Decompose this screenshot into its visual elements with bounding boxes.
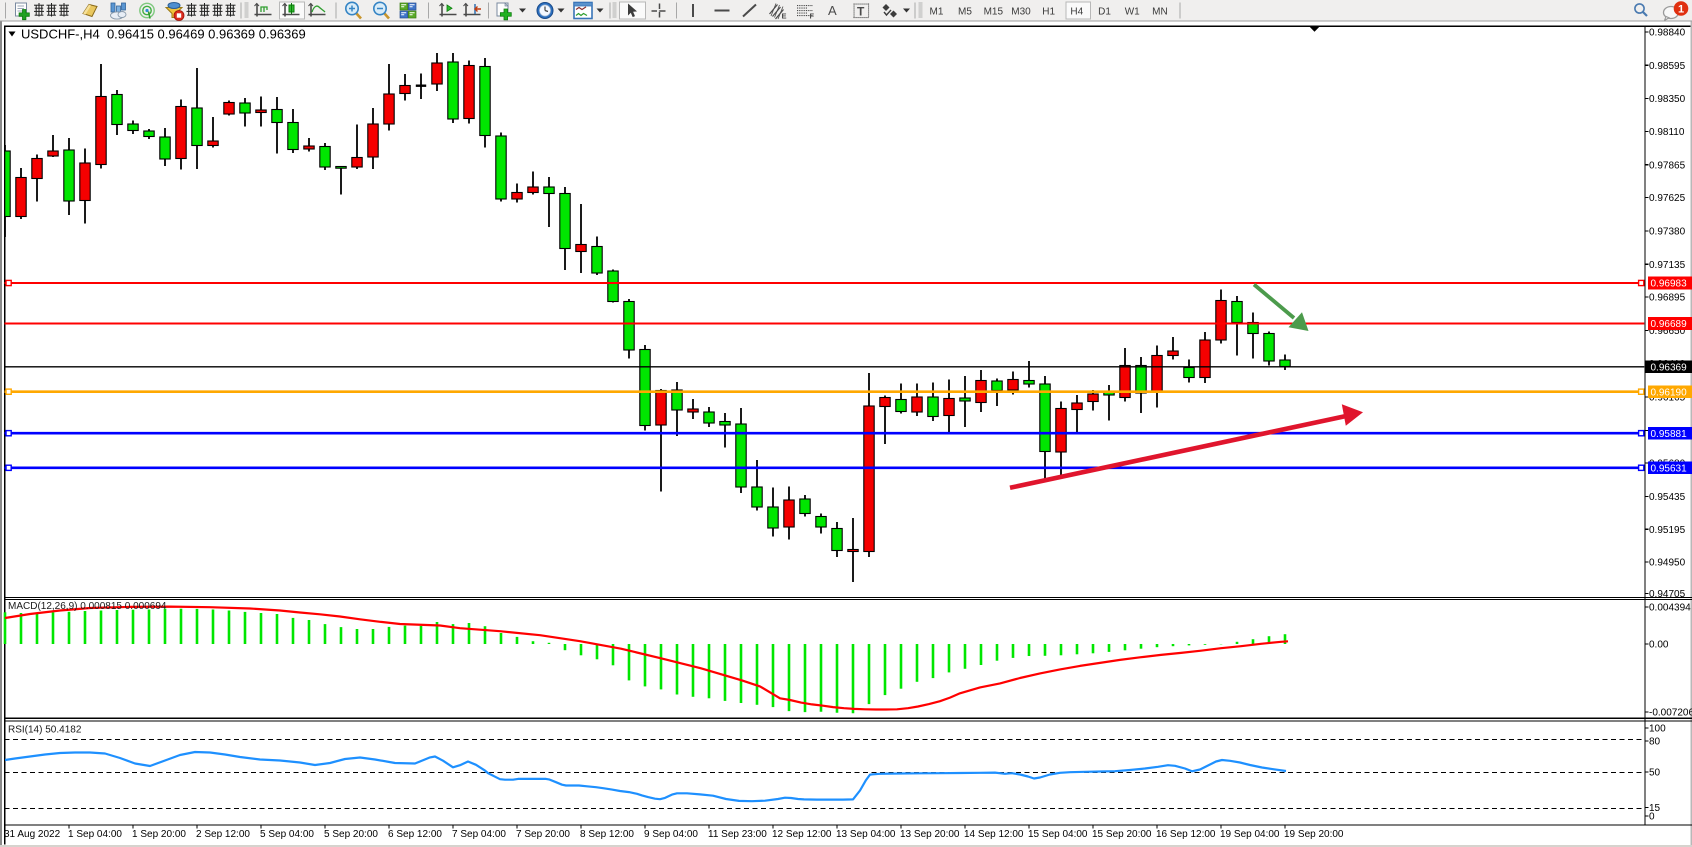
svg-text:12 Sep 12:00: 12 Sep 12:00 [772,829,832,840]
svg-text:8 Sep 12:00: 8 Sep 12:00 [580,829,634,840]
svg-text:0.96190: 0.96190 [1651,387,1688,398]
svg-text:0: 0 [1649,812,1655,823]
svg-text:0.96369: 0.96369 [1651,362,1688,373]
svg-text:6 Sep 12:00: 6 Sep 12:00 [388,829,442,840]
svg-text:H1: H1 [1042,7,1055,18]
svg-text:13 Sep 20:00: 13 Sep 20:00 [900,829,960,840]
svg-text:0.95435: 0.95435 [1649,492,1686,503]
svg-text:15 Sep 20:00: 15 Sep 20:00 [1092,829,1152,840]
svg-text:0.98110: 0.98110 [1649,127,1685,138]
svg-text:0.94950: 0.94950 [1649,558,1686,569]
svg-text:0.96983: 0.96983 [1651,279,1688,290]
svg-text:2 Sep 12:00: 2 Sep 12:00 [196,829,250,840]
svg-text:0.96895: 0.96895 [1649,293,1686,304]
svg-text:M15: M15 [984,7,1004,18]
svg-text:0.97380: 0.97380 [1649,226,1686,237]
svg-text:1: 1 [1678,4,1684,16]
svg-text:M5: M5 [958,7,972,18]
svg-text:16 Sep 12:00: 16 Sep 12:00 [1156,829,1216,840]
svg-text:D1: D1 [1098,7,1111,18]
svg-text:0.98350: 0.98350 [1649,94,1686,105]
svg-text:0.00: 0.00 [1649,640,1669,651]
svg-text:M1: M1 [930,7,944,18]
svg-text:50: 50 [1649,768,1661,779]
svg-text:15 Sep 04:00: 15 Sep 04:00 [1028,829,1088,840]
svg-text:100: 100 [1649,724,1666,735]
svg-text:MN: MN [1152,7,1168,18]
svg-text:H4: H4 [1070,7,1083,18]
svg-text:RSI(14) 50.4182: RSI(14) 50.4182 [8,725,82,736]
svg-text:0.96689: 0.96689 [1651,319,1688,330]
svg-text:MACD(12,26,9) 0.000815 0.00069: MACD(12,26,9) 0.000815 0.000694 [8,601,167,612]
svg-text:E: E [782,12,787,21]
svg-text:0.98595: 0.98595 [1649,61,1686,72]
svg-text:F: F [810,12,815,21]
svg-text:W1: W1 [1125,7,1140,18]
svg-text:19 Sep 20:00: 19 Sep 20:00 [1284,829,1344,840]
svg-text:0.97865: 0.97865 [1649,160,1686,171]
svg-text:0.97625: 0.97625 [1649,193,1686,204]
svg-text:0.004394: 0.004394 [1649,603,1691,614]
svg-text:1 Sep 20:00: 1 Sep 20:00 [132,829,186,840]
svg-text:-0.007206: -0.007206 [1649,708,1692,719]
svg-text:9 Sep 04:00: 9 Sep 04:00 [644,829,698,840]
svg-text:7 Sep 04:00: 7 Sep 04:00 [452,829,506,840]
svg-text:0.96165: 0.96165 [1649,393,1686,404]
svg-text:0.95195: 0.95195 [1649,525,1686,536]
svg-text:5 Sep 04:00: 5 Sep 04:00 [260,829,314,840]
svg-text:15: 15 [1649,803,1661,814]
svg-text:0.96650: 0.96650 [1649,326,1686,337]
svg-text:0.95881: 0.95881 [1651,429,1688,440]
svg-text:0.97135: 0.97135 [1649,260,1686,271]
svg-text:M30: M30 [1011,7,1031,18]
svg-text:13 Sep 04:00: 13 Sep 04:00 [836,829,896,840]
svg-text:80: 80 [1649,737,1661,748]
svg-text:0.98840: 0.98840 [1649,27,1686,38]
svg-text:USDCHF-,H4 0.96415 0.96469 0.: USDCHF-,H4 0.96415 0.96469 0.96369 0.963… [21,27,306,42]
svg-text:14 Sep 12:00: 14 Sep 12:00 [964,829,1024,840]
svg-text:A: A [828,3,837,18]
svg-text:1 Sep 04:00: 1 Sep 04:00 [68,829,122,840]
svg-text:0.94705: 0.94705 [1649,589,1686,600]
svg-text:0.95631: 0.95631 [1651,463,1688,474]
svg-text:19 Sep 04:00: 19 Sep 04:00 [1220,829,1280,840]
svg-text:5 Sep 20:00: 5 Sep 20:00 [324,829,378,840]
svg-text:31 Aug 2022: 31 Aug 2022 [4,829,61,840]
svg-text:11 Sep 23:00: 11 Sep 23:00 [708,829,767,840]
svg-text:7 Sep 20:00: 7 Sep 20:00 [516,829,570,840]
svg-text:T: T [857,5,865,19]
